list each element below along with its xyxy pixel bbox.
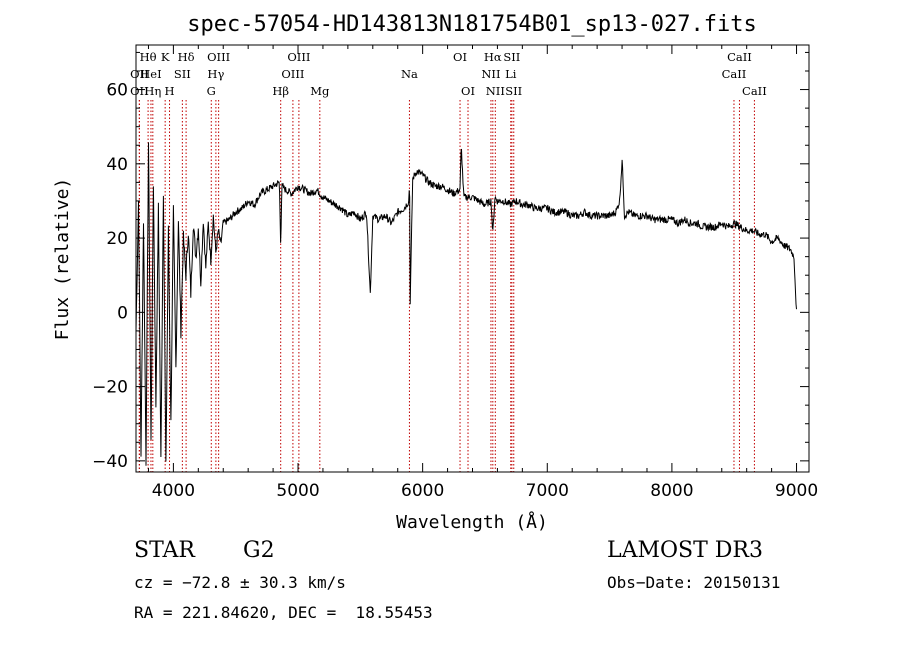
axes: 4000 5000 6000 7000 8000 9000 −40 −20 0 20 40 60 bbox=[92, 45, 818, 501]
spectral-line-label: CaII bbox=[727, 50, 752, 64]
x-tick-label: 6000 bbox=[401, 481, 444, 501]
spectral-line-label: NII bbox=[481, 67, 500, 81]
spectral-line-label: OI bbox=[453, 50, 467, 64]
x-tick-label: 7000 bbox=[526, 481, 569, 501]
spectral-line-label: OIII bbox=[287, 50, 310, 64]
object-subclass: G2 bbox=[243, 538, 275, 563]
plot-frame bbox=[135, 44, 810, 473]
spectral-line-label: HeI bbox=[140, 67, 161, 81]
spectral-line-label: OII bbox=[130, 67, 149, 81]
x-tick-label: 9000 bbox=[775, 481, 818, 501]
spectral-line-label: SII bbox=[505, 84, 522, 98]
spectral-line-label: G bbox=[207, 84, 216, 98]
spectral-line-label: OIII bbox=[281, 67, 304, 81]
y-tick-label: 20 bbox=[106, 229, 128, 249]
coordinates: RA = 221.84620, DEC = 18.55453 bbox=[134, 603, 433, 622]
y-tick-label: 0 bbox=[117, 303, 128, 323]
spectral-line-label: Mg bbox=[310, 84, 330, 98]
spectral-line-label: OII bbox=[130, 84, 149, 98]
spectral-line-label: NII bbox=[486, 84, 505, 98]
spectral-line-label: OI bbox=[461, 84, 475, 98]
survey-name: LAMOST DR3 bbox=[607, 538, 763, 563]
object-class: STAR bbox=[134, 538, 195, 563]
spectral-line-label: Hη bbox=[144, 84, 161, 98]
observation-date: Obs−Date: 20150131 bbox=[607, 573, 781, 592]
line-markers: OIIHθOIIHeIHηKHSIIHδGHγOIIIHβOIIIOIIIMgN… bbox=[130, 50, 767, 472]
spectral-line-label: Hθ bbox=[140, 50, 157, 64]
x-axis-label: Wavelength (Å) bbox=[396, 511, 548, 533]
spectral-line-label: SII bbox=[174, 67, 191, 81]
spectral-line-label: Hα bbox=[484, 50, 502, 64]
y-tick-label: 60 bbox=[106, 81, 128, 101]
plot-area bbox=[135, 142, 797, 466]
y-tick-label: 40 bbox=[106, 155, 128, 175]
redshift-velocity: cz = −72.8 ± 30.3 km/s bbox=[134, 573, 346, 592]
spectral-line-label: H bbox=[165, 84, 175, 98]
x-tick-label: 8000 bbox=[650, 481, 693, 501]
spectral-line-label: Hβ bbox=[272, 84, 289, 98]
spectral-line-label: SII bbox=[503, 50, 520, 64]
spectral-line-label: OIII bbox=[207, 50, 230, 64]
spectral-line-label: Hγ bbox=[207, 67, 224, 81]
y-axis-label: Flux (relative) bbox=[52, 178, 73, 341]
chart-title: spec-57054-HD143813N181754B01_sp13-027.f… bbox=[187, 12, 757, 37]
x-tick-label: 4000 bbox=[152, 481, 195, 501]
spectral-line-label: K bbox=[161, 50, 170, 64]
y-tick-label: −40 bbox=[92, 452, 128, 472]
x-tick-label: 5000 bbox=[276, 481, 319, 501]
spectral-line-label: CaII bbox=[742, 84, 767, 98]
spectral-line-label: Hδ bbox=[178, 50, 195, 64]
y-tick-label: −20 bbox=[92, 378, 128, 398]
spectral-line-label: CaII bbox=[722, 67, 747, 81]
spectral-line-label: Na bbox=[401, 67, 418, 81]
spectral-line-label: Li bbox=[505, 67, 517, 81]
flux-series-line bbox=[135, 142, 797, 466]
